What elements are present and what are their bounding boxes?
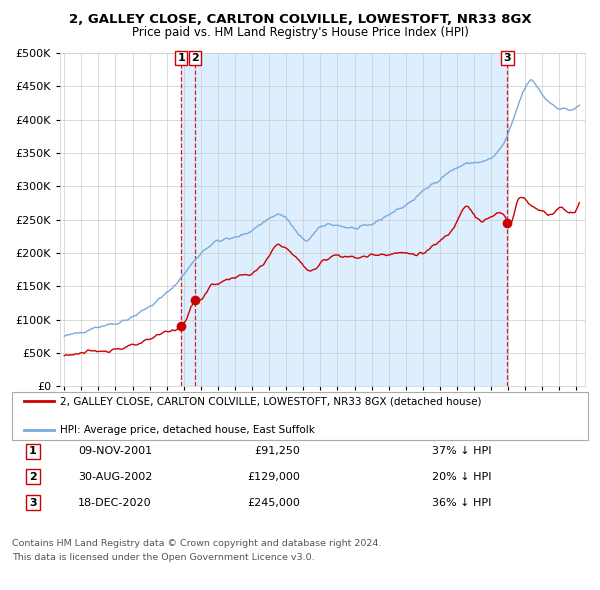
Text: £245,000: £245,000 — [247, 498, 300, 507]
Text: 3: 3 — [29, 498, 37, 507]
Text: HPI: Average price, detached house, East Suffolk: HPI: Average price, detached house, East… — [60, 425, 315, 434]
Text: 20% ↓ HPI: 20% ↓ HPI — [432, 472, 491, 481]
Text: This data is licensed under the Open Government Licence v3.0.: This data is licensed under the Open Gov… — [12, 553, 314, 562]
Text: 2, GALLEY CLOSE, CARLTON COLVILLE, LOWESTOFT, NR33 8GX: 2, GALLEY CLOSE, CARLTON COLVILLE, LOWES… — [68, 13, 532, 26]
Text: £129,000: £129,000 — [247, 472, 300, 481]
Text: 18-DEC-2020: 18-DEC-2020 — [78, 498, 152, 507]
Text: Contains HM Land Registry data © Crown copyright and database right 2024.: Contains HM Land Registry data © Crown c… — [12, 539, 382, 548]
Text: 1: 1 — [178, 53, 185, 63]
Text: 2: 2 — [29, 472, 37, 481]
Bar — [181, 53, 508, 386]
Text: 37% ↓ HPI: 37% ↓ HPI — [432, 447, 491, 456]
Text: 09-NOV-2001: 09-NOV-2001 — [78, 447, 152, 456]
Text: 1: 1 — [29, 447, 37, 456]
Text: 3: 3 — [503, 53, 511, 63]
Text: 2, GALLEY CLOSE, CARLTON COLVILLE, LOWESTOFT, NR33 8GX (detached house): 2, GALLEY CLOSE, CARLTON COLVILLE, LOWES… — [60, 396, 482, 406]
Text: 36% ↓ HPI: 36% ↓ HPI — [432, 498, 491, 507]
Text: Price paid vs. HM Land Registry's House Price Index (HPI): Price paid vs. HM Land Registry's House … — [131, 26, 469, 39]
Text: 2: 2 — [191, 53, 199, 63]
Text: £91,250: £91,250 — [254, 447, 300, 456]
Text: 30-AUG-2002: 30-AUG-2002 — [78, 472, 152, 481]
